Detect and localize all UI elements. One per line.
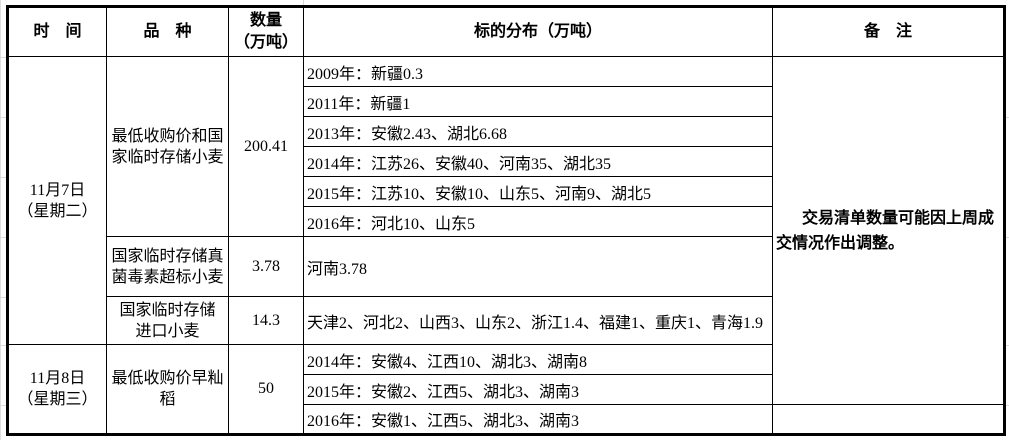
variety-cell: 国家临时存储 进口小麦	[106, 296, 229, 345]
distribution-cell: 2014年：安徽4、江西10、湖北3、湖南8	[303, 344, 773, 375]
grid-line	[0, 57, 6, 58]
date-cell-nov7: 11月7日 （星期二）	[7, 56, 107, 345]
variety-cell: 最低收购价和国 家临时存储小麦	[106, 56, 229, 237]
grid-line	[1003, 405, 1009, 406]
quantity-cell: 14.3	[228, 296, 304, 345]
grid-line	[0, 177, 6, 178]
distribution-cell: 2013年：安徽2.43、湖北6.68	[303, 116, 773, 147]
distribution-cell: 2011年：新疆1	[303, 86, 773, 117]
quantity-cell: 3.78	[228, 236, 304, 297]
distribution-cell: 2015年：江苏10、安徽10、山东5、河南9、湖北5	[303, 176, 773, 207]
table-row: 国家临时存储真 菌毒素超标小麦 3.78 河南3.78	[8, 236, 1005, 297]
distribution-cell: 2016年：安徽1、江西5、湖北3、湖南3	[303, 404, 773, 435]
grain-auction-table: 时 间 品 种 数量 （万吨） 标的分布（万吨） 备 注 11月7日 （星期二）…	[6, 5, 1006, 436]
distribution-cell: 2009年：新疆0.3	[303, 56, 773, 87]
header-note: 备 注	[772, 6, 1005, 57]
quantity-cell: 200.41	[228, 56, 304, 237]
distribution-cell: 2015年：安徽2、江西5、湖北3、湖南3	[303, 374, 773, 405]
grid-line	[0, 297, 6, 298]
header-distribution: 标的分布（万吨）	[303, 6, 773, 57]
grid-line	[0, 237, 6, 238]
distribution-cell: 2014年：江苏26、安徽40、河南35、湖北35	[303, 146, 773, 177]
table-row: 2014年：江苏26、安徽40、河南35、湖北35	[8, 146, 1005, 177]
distribution-cell: 河南3.78	[303, 236, 773, 297]
header-time: 时 间	[7, 6, 107, 57]
table-row: 11月7日 （星期二） 最低收购价和国 家临时存储小麦 200.41 2009年…	[7, 56, 1005, 405]
date-cell-nov8: 11月8日 （星期三）	[7, 344, 107, 435]
distribution-cell: 天津2、河北2、山西3、山东2、浙江1.4、福建1、重庆1、青海1.9	[303, 296, 773, 345]
grid-line	[1003, 117, 1009, 118]
table-row: 2013年：安徽2.43、湖北6.68	[8, 116, 1005, 147]
table-row: 11月8日 （星期三） 最低收购价早籼 稻 50 2014年：安徽4、江西10、…	[7, 344, 1005, 435]
table-row: 2016年：安徽1、江西5、湖北3、湖南3	[8, 404, 1005, 435]
table-row: 2015年：安徽2、江西5、湖北3、湖南3	[8, 374, 1005, 405]
grid-line	[1003, 237, 1009, 238]
quantity-cell: 50	[228, 344, 304, 435]
header-variety: 品 种	[106, 6, 229, 57]
distribution-cell: 2016年：河北10、山东5	[303, 206, 773, 237]
note-cell: 交易清单数量可能因上周成交情况作出调整。	[772, 56, 1005, 405]
variety-cell: 最低收购价早籼 稻	[106, 344, 229, 435]
grid-line	[303, 0, 304, 5]
variety-cell: 国家临时存储真 菌毒素超标小麦	[106, 236, 229, 297]
header-row: 时 间 品 种 数量 （万吨） 标的分布（万吨） 备 注	[7, 6, 1005, 57]
grid-line	[0, 405, 6, 406]
grid-line	[0, 0, 1, 440]
header-quantity: 数量 （万吨）	[228, 6, 304, 57]
grid-line	[1003, 345, 1009, 346]
table-row: 2011年：新疆1	[8, 86, 1005, 117]
grid-line	[0, 345, 6, 346]
grid-line	[0, 117, 6, 118]
